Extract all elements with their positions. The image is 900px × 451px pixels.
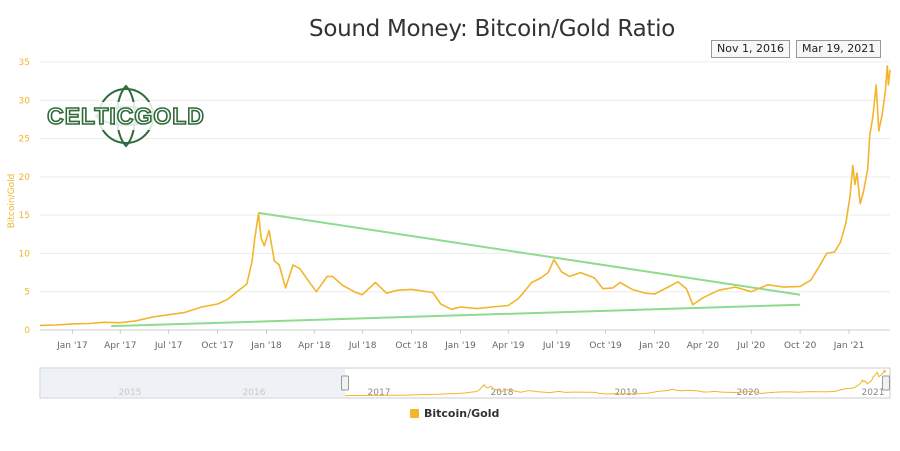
range-from-input[interactable]: Nov 1, 2016	[711, 40, 790, 58]
x-tick-label: Jan '17	[56, 341, 88, 351]
navigator-year-label: 2015	[119, 388, 142, 398]
x-tick-label: Oct '17	[201, 341, 233, 351]
x-tick-label: Apr '19	[492, 341, 525, 351]
navigator-year-label: 2019	[615, 388, 638, 398]
x-tick-label: Jul '20	[736, 341, 765, 351]
lower-trendline	[111, 303, 801, 328]
x-tick-label: Jan '18	[250, 341, 282, 351]
navigator-year-label: 2020	[737, 388, 760, 398]
navigator-handle-right[interactable]	[882, 375, 890, 391]
navigator-year-label: 2016	[243, 388, 266, 398]
legend-swatch	[410, 409, 419, 418]
navigator-year-label: 2017	[368, 388, 391, 398]
x-tick-label: Oct '20	[784, 341, 817, 351]
y-tick-label: 30	[19, 96, 31, 106]
navigator-series-line	[344, 369, 887, 397]
legend-label: Bitcoin/Gold	[424, 407, 500, 420]
y-tick-label: 10	[19, 249, 31, 259]
x-tick-label: Jan '21	[833, 341, 865, 351]
y-tick-label: 20	[19, 173, 31, 183]
y-tick-label: 15	[19, 211, 30, 221]
x-tick-label: Apr '20	[687, 341, 720, 351]
x-tick-label: Apr '18	[298, 341, 331, 351]
x-tick-label: Jul '18	[348, 341, 377, 351]
y-tick-label: 0	[24, 326, 30, 336]
y-tick-label: 25	[19, 135, 30, 145]
x-tick-label: Jul '17	[154, 341, 183, 351]
navigator-year-label: 2018	[491, 388, 514, 398]
x-tick-label: Oct '19	[589, 341, 622, 351]
navigator-year-label: 2021	[862, 388, 885, 398]
logo-text: CELTICGOLD	[47, 103, 205, 129]
range-to-input[interactable]: Mar 19, 2021	[796, 40, 882, 58]
legend-item[interactable]: Bitcoin/Gold	[410, 407, 499, 420]
celticgold-logo: CELTICGOLD	[46, 84, 205, 148]
x-tick-label: Jul '19	[542, 341, 571, 351]
x-tick-label: Oct '18	[395, 341, 428, 351]
series-line-bitcoin-gold	[39, 65, 891, 327]
y-axis-title: Bitcoin/Gold	[7, 174, 17, 229]
navigator-mask	[41, 369, 345, 397]
y-tick-label: 35	[19, 58, 30, 68]
navigator-handle-left[interactable]	[341, 375, 349, 391]
x-tick-label: Apr '17	[104, 341, 136, 351]
celtic-knot-vertical	[116, 84, 136, 148]
y-tick-label: 5	[24, 288, 30, 298]
x-tick-label: Jan '19	[444, 341, 476, 351]
chart-title: Sound Money: Bitcoin/Gold Ratio	[309, 16, 675, 42]
x-tick-label: Jan '20	[638, 341, 670, 351]
chaia-watermark: CHAIA·i	[762, 401, 900, 442]
upper-trendline	[258, 211, 801, 296]
